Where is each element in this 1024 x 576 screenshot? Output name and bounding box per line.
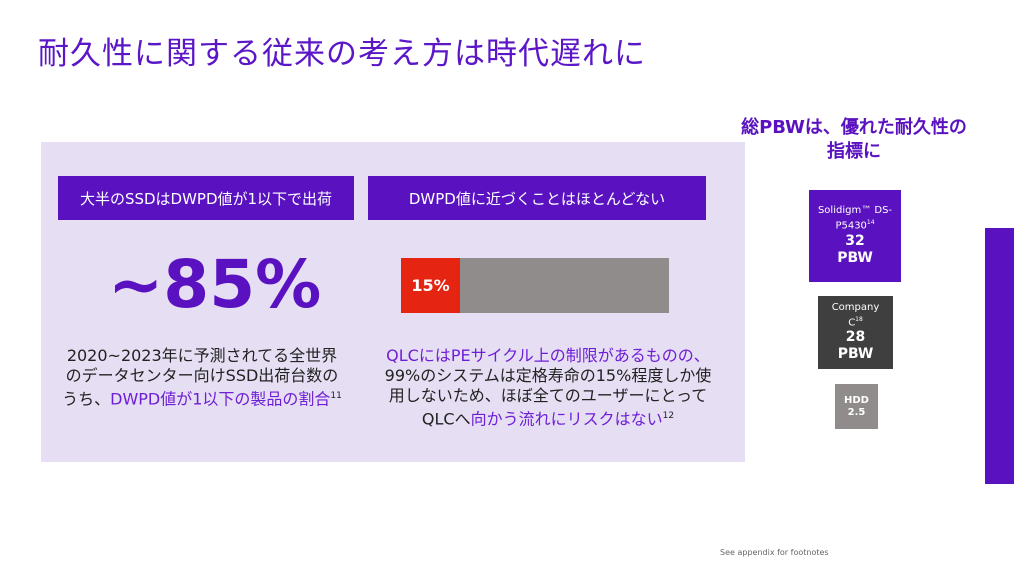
right-card-header: DWPD値に近づくことはほとんどない [368, 176, 706, 220]
right-desc-accent-2: 向かう流れにリスクはない [470, 409, 663, 429]
pbw-box-solidigm-value: 32 [845, 232, 865, 249]
footnote: See appendix for footnotes [720, 548, 829, 557]
pbw-box-company-c-unit: PBW [837, 346, 874, 363]
pbw-box-hdd: HDD 2.5 [835, 384, 878, 429]
left-card-header: 大半のSSDはDWPD値が1以下で出荷 [58, 176, 354, 220]
pbw-box-solidigm-unit: PBW [837, 249, 873, 266]
pbw-box-hdd-name: HDD [844, 394, 869, 406]
left-desc-accent: DWPD値が1以下の製品の割合 [110, 389, 331, 409]
page-title: 耐久性に関する従来の考え方は時代遅れに [38, 36, 646, 72]
pbw-box-company-c: Company C18 28 PBW [818, 296, 893, 369]
pbw-box-hdd-value: 2.5 [847, 406, 866, 418]
left-desc-plain: 2020~2023年に予測されてる全世界のデータセンター向けSSD出荷台数のうち… [62, 346, 339, 409]
right-desc-accent: QLCにはPEサイクル上の制限があるものの、 [386, 346, 710, 365]
big-percentage: ~85% [108, 246, 322, 323]
usage-bar: 15% [401, 258, 669, 313]
left-desc-footnote: 11 [330, 391, 342, 401]
left-card-description: 2020~2023年に予測されてる全世界のデータセンター向けSSD出荷台数のうち… [62, 346, 342, 409]
right-card-description: QLCにはPEサイクル上の制限があるものの、99%のシステムは定格寿命の15%程… [383, 346, 713, 429]
right-desc-footnote: 12 [662, 411, 675, 421]
pbw-box-company-c-value: 28 [845, 329, 866, 346]
pbw-box-company-c-name: Company C18 [831, 301, 880, 329]
usage-bar-label: 15% [411, 276, 450, 295]
right-desc-plain: 99%のシステムは定格寿命の15%程度しか使用しないため、ほぼ全てのユーザーにと… [384, 366, 712, 429]
pbw-box-solidigm-name: Solidigm™ DS-P543014 [817, 205, 893, 232]
pbw-box-solidigm: Solidigm™ DS-P543014 32 PBW [809, 190, 901, 282]
pbw-title: 総PBWは、優れた耐久性の指標に [741, 117, 967, 162]
usage-bar-fill: 15% [401, 258, 460, 313]
side-accent-bar [985, 228, 1014, 484]
